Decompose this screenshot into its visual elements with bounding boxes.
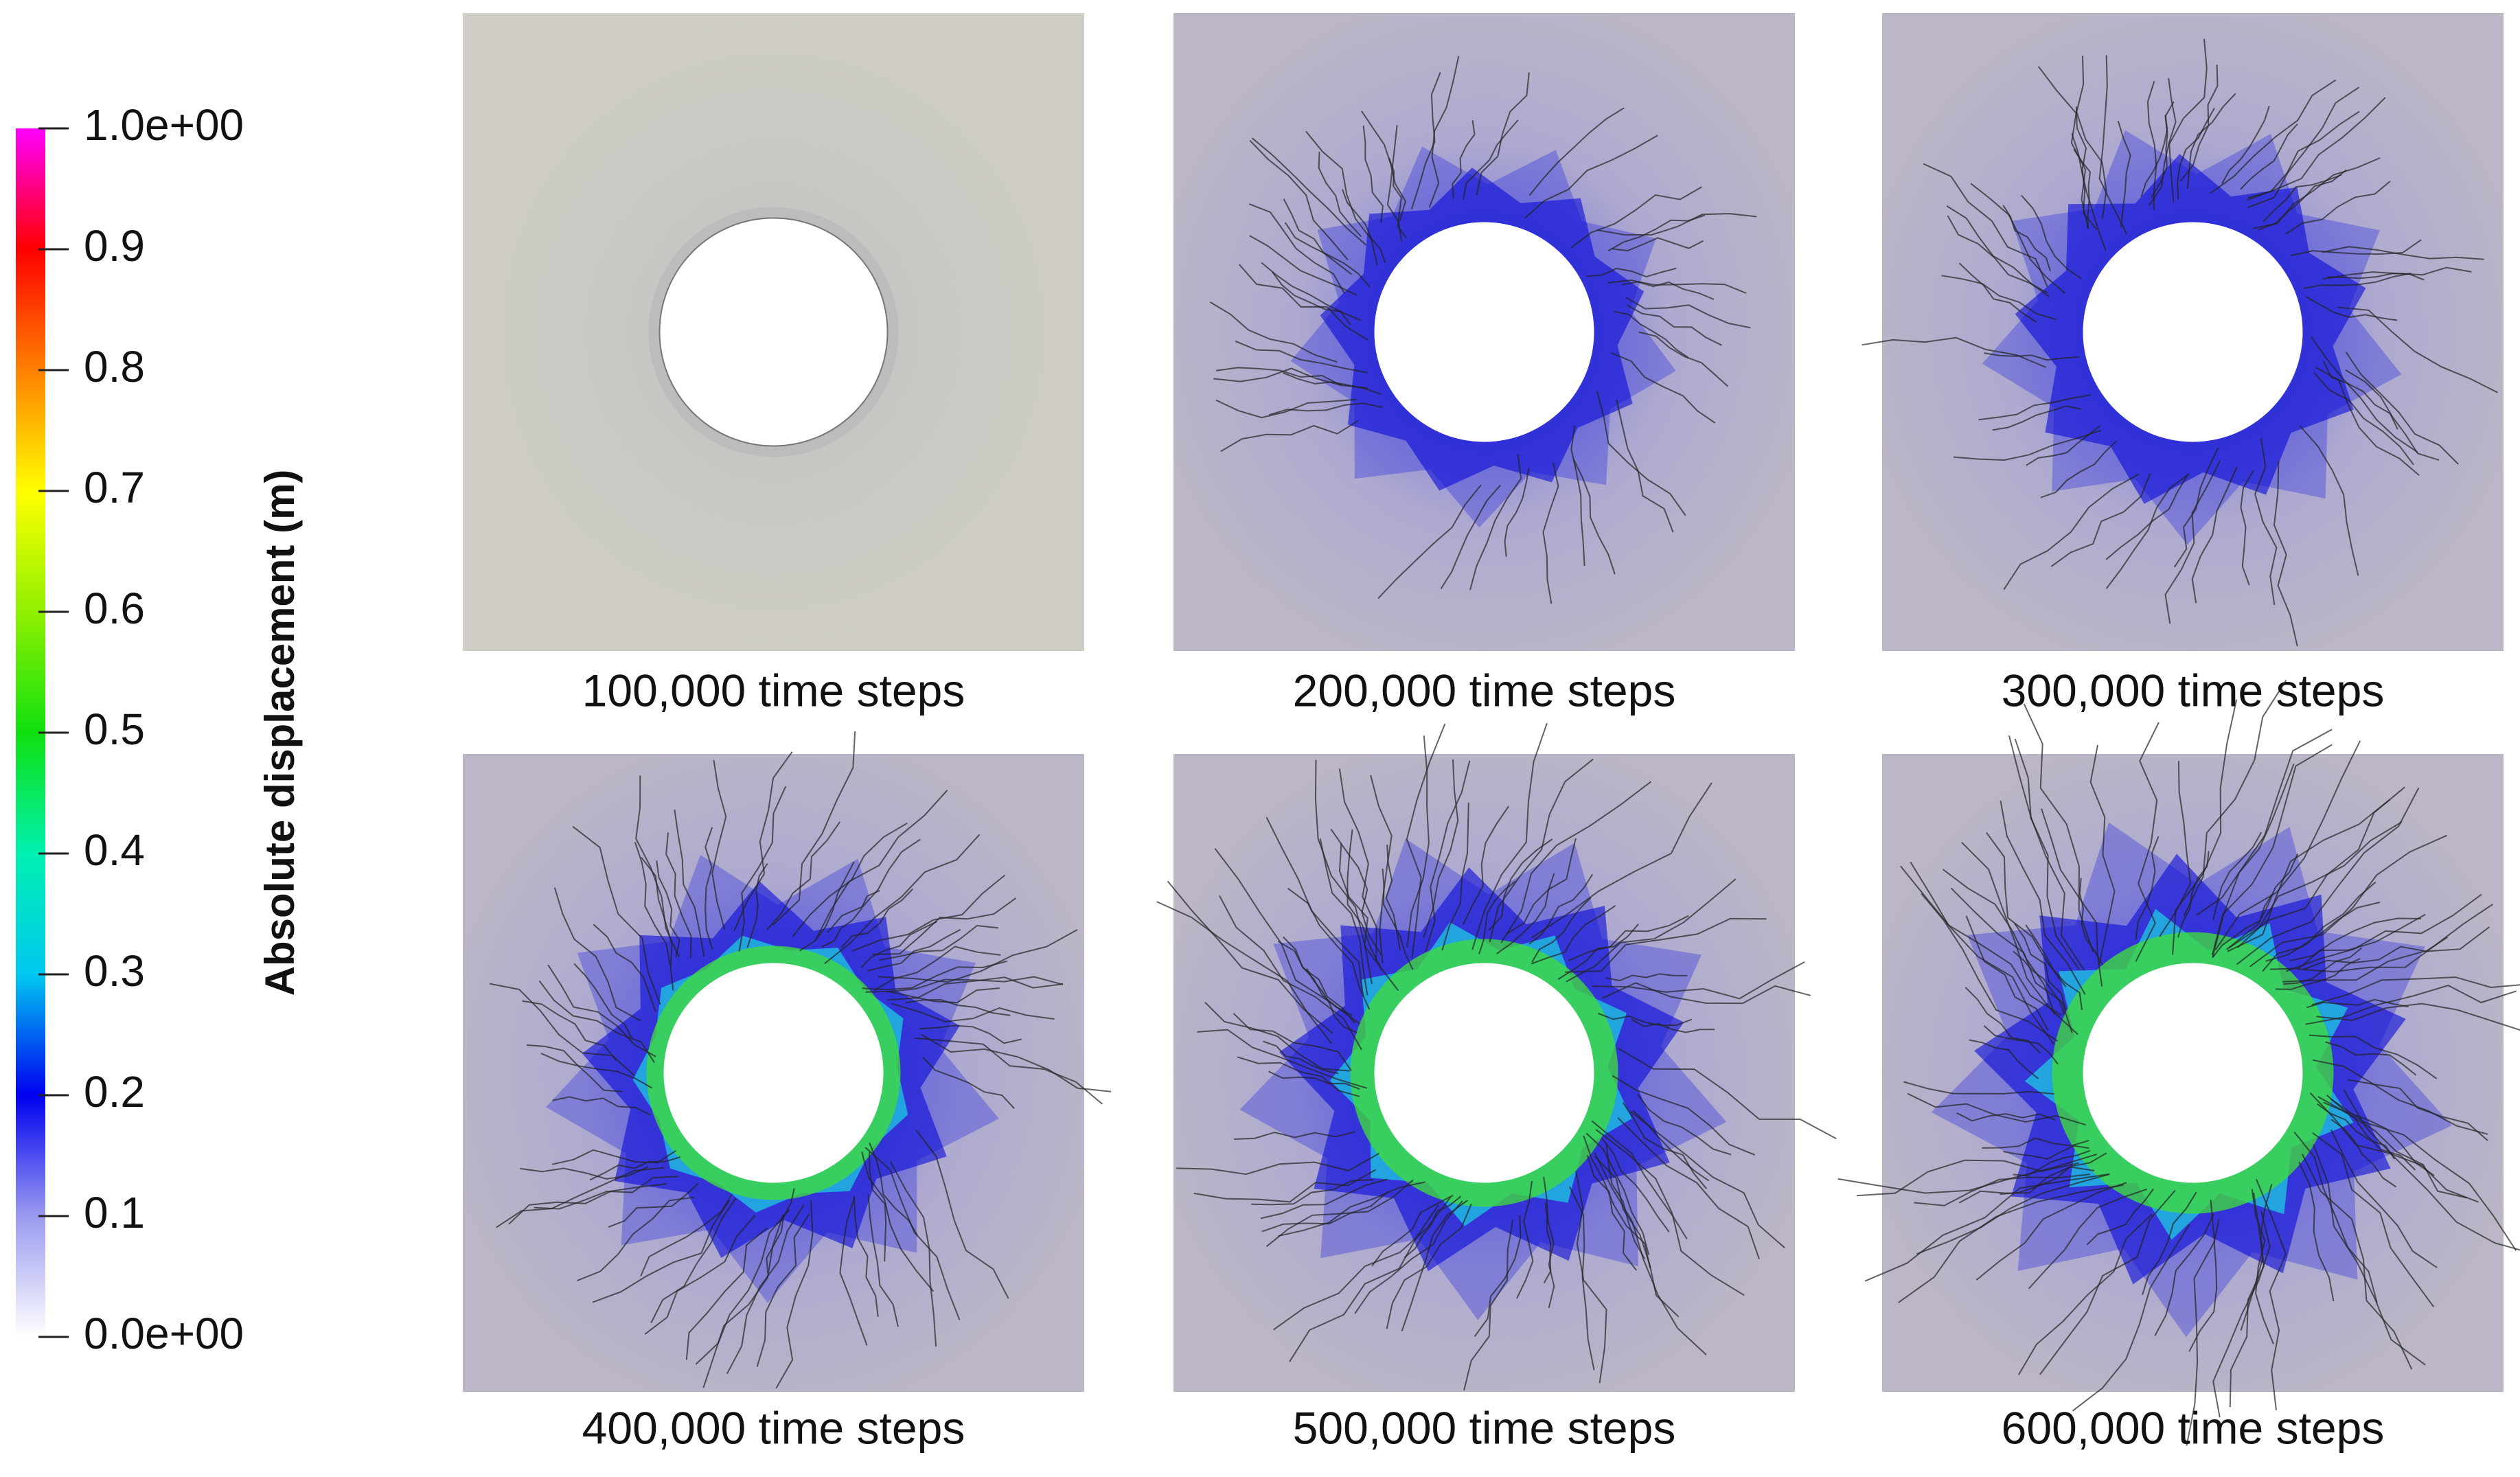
- panel: 200,000 time steps: [1173, 13, 1795, 715]
- opening: [660, 218, 888, 446]
- tick-label: 0.2: [84, 1067, 145, 1117]
- colorbar-ticks: 1.0e+00 0.9 0.8 0.7 0.6 0.5 0.4 0.3 0.2 0.1 0.0e+0…: [38, 100, 244, 1358]
- tick-label: 0.3: [84, 946, 145, 996]
- opening: [2083, 222, 2303, 442]
- caption: 600,000 time steps: [2002, 1402, 2385, 1453]
- opening: [2083, 963, 2303, 1183]
- panels: 100,000 time steps 200,000 time steps 300,…: [463, 13, 2520, 1453]
- tick-label: 0.8: [84, 342, 145, 391]
- caption: 300,000 time steps: [2002, 665, 2385, 715]
- panel: 300,000 time steps: [1862, 13, 2504, 715]
- tick-label: 1.0e+00: [84, 100, 244, 150]
- opening: [1375, 222, 1594, 442]
- panel: 100,000 time steps: [463, 13, 1084, 715]
- tick-label: 0.0e+00: [84, 1309, 244, 1358]
- tick-label: 0.1: [84, 1188, 145, 1237]
- panel: 500,000 time steps: [1157, 723, 1837, 1453]
- panel: 400,000 time steps: [463, 731, 1111, 1453]
- tick-label: 0.5: [84, 705, 145, 754]
- opening: [664, 963, 884, 1183]
- opening: [1375, 963, 1594, 1183]
- tick-label: 0.7: [84, 463, 145, 512]
- tick-label: 0.4: [84, 825, 145, 875]
- tick-label: 0.6: [84, 584, 145, 633]
- panel: 600,000 time steps: [1838, 680, 2520, 1454]
- caption: 100,000 time steps: [582, 665, 965, 715]
- caption: 500,000 time steps: [1293, 1402, 1676, 1453]
- tick-label: 0.9: [84, 221, 145, 271]
- colorbar-title: Absolute displacement (m): [257, 470, 303, 996]
- caption: 400,000 time steps: [582, 1402, 965, 1453]
- caption: 200,000 time steps: [1293, 665, 1676, 715]
